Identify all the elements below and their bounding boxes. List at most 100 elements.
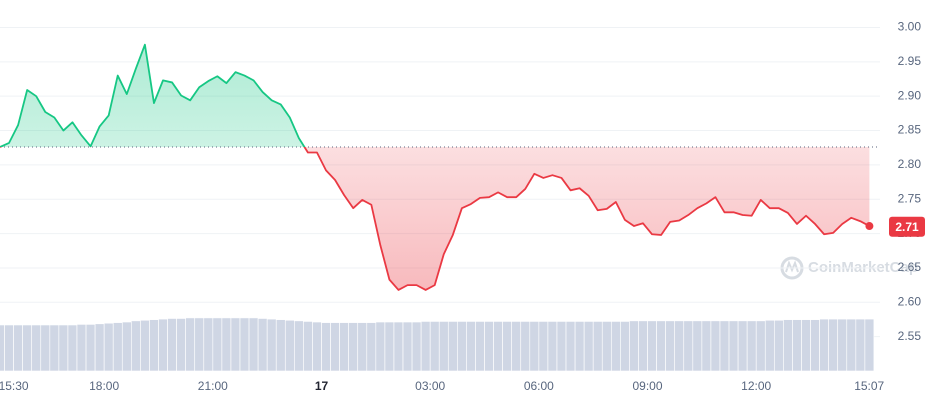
volume-bar: [339, 322, 349, 372]
y-tick-label: 2.85: [898, 123, 922, 137]
volume-bar: [547, 321, 558, 372]
volume-bar: [411, 321, 422, 372]
last-point: [865, 222, 874, 231]
volume-bar: [484, 321, 494, 372]
y-tick-label: 2.65: [898, 260, 922, 274]
volume-bar: [76, 324, 87, 372]
volume-bar: [502, 321, 512, 372]
volume-bar: [665, 320, 675, 372]
volume-bar: [348, 322, 358, 372]
volume-bar: [674, 320, 685, 372]
line-up: [0, 43, 306, 148]
volume-bar: [357, 322, 368, 372]
volume-bar: [511, 321, 522, 372]
volume-bar: [49, 324, 60, 372]
volume-bar: [638, 320, 648, 372]
volume-bar: [284, 319, 295, 372]
x-tick-label: 09:00: [633, 379, 663, 393]
volume-bar: [393, 321, 404, 372]
volume-bar: [429, 321, 440, 372]
volume-bar: [565, 321, 576, 372]
volume-bar: [420, 321, 431, 372]
volume-bar: [611, 321, 621, 372]
volume-bar: [85, 324, 96, 372]
volume-bar: [810, 319, 820, 372]
volume-bar: [846, 318, 857, 372]
y-tick-label: 2.75: [898, 191, 922, 205]
volume-bar: [94, 323, 105, 372]
volume-bar: [737, 320, 748, 372]
volume-bar: [167, 318, 177, 372]
volume-bar: [457, 321, 467, 372]
volume-bar: [0, 324, 5, 372]
volume-bar: [230, 317, 241, 372]
x-tick-label: 03:00: [415, 379, 445, 393]
x-tick-label: 06:00: [524, 379, 554, 393]
volume-bar: [58, 324, 69, 372]
volume-bar: [692, 320, 703, 372]
y-tick-label: 2.55: [898, 329, 922, 343]
y-tick-label: 2.80: [898, 157, 922, 171]
volume-bar: [22, 324, 32, 372]
volume-bar: [774, 319, 784, 372]
volume-bar: [837, 318, 848, 372]
volume-bar: [448, 321, 458, 372]
volume-bar: [221, 317, 232, 372]
volume-bar: [203, 317, 214, 372]
volume-bar: [194, 317, 205, 372]
volume-bar: [755, 320, 766, 372]
volume-bar: [620, 321, 630, 372]
volume-bar: [384, 321, 395, 372]
volume-bar: [158, 318, 168, 372]
volume-bar: [493, 321, 503, 372]
y-tick-label: 3.00: [898, 20, 922, 34]
volume-bar: [4, 324, 14, 372]
volume-bar: [828, 318, 838, 372]
area-down: [0, 147, 870, 290]
x-tick-label: 12:00: [741, 379, 771, 393]
volume-bar: [40, 324, 51, 372]
volume-bar: [855, 318, 866, 372]
volume-bar: [321, 322, 331, 372]
price-label: 2.71: [895, 220, 919, 234]
volume-bar: [728, 320, 739, 372]
volume-bar: [275, 319, 286, 372]
volume-bar: [466, 321, 476, 372]
volume-bar: [31, 324, 42, 372]
volume-bar: [248, 317, 259, 372]
volume-bar: [864, 318, 875, 372]
volume-bar: [719, 320, 730, 372]
volume-bar: [801, 319, 811, 372]
volume-bar: [140, 319, 150, 372]
x-tick-label: 15:30: [0, 379, 29, 393]
volume-bar: [746, 320, 757, 372]
volume-bar: [366, 322, 377, 372]
volume-bar: [792, 319, 802, 372]
volume-bar: [239, 317, 250, 372]
volume-bar: [294, 320, 304, 372]
y-tick-label: 2.60: [898, 294, 922, 308]
volume-bar: [710, 320, 721, 372]
x-tick-label: 17: [315, 379, 329, 393]
volume-bar: [176, 318, 186, 372]
volume-bar: [312, 321, 322, 372]
volume-bar: [556, 321, 567, 372]
y-tick-label: 2.95: [898, 54, 922, 68]
volume-bar: [538, 321, 549, 372]
volume-bar: [783, 319, 793, 372]
volume-bar: [149, 319, 159, 372]
volume-bar: [656, 320, 666, 372]
volume-bar: [13, 324, 23, 372]
volume-bar: [764, 319, 775, 372]
volume-bar: [629, 320, 639, 372]
volume-bar: [819, 318, 829, 372]
volume-bar: [121, 321, 132, 372]
volume-bar: [683, 320, 694, 372]
price-label-box: [889, 216, 925, 237]
volume-bar: [185, 317, 195, 372]
volume-bar: [520, 321, 531, 372]
volume-bar: [574, 321, 585, 372]
y-tick-label: 2.90: [898, 88, 922, 102]
volume-bar: [701, 320, 712, 372]
